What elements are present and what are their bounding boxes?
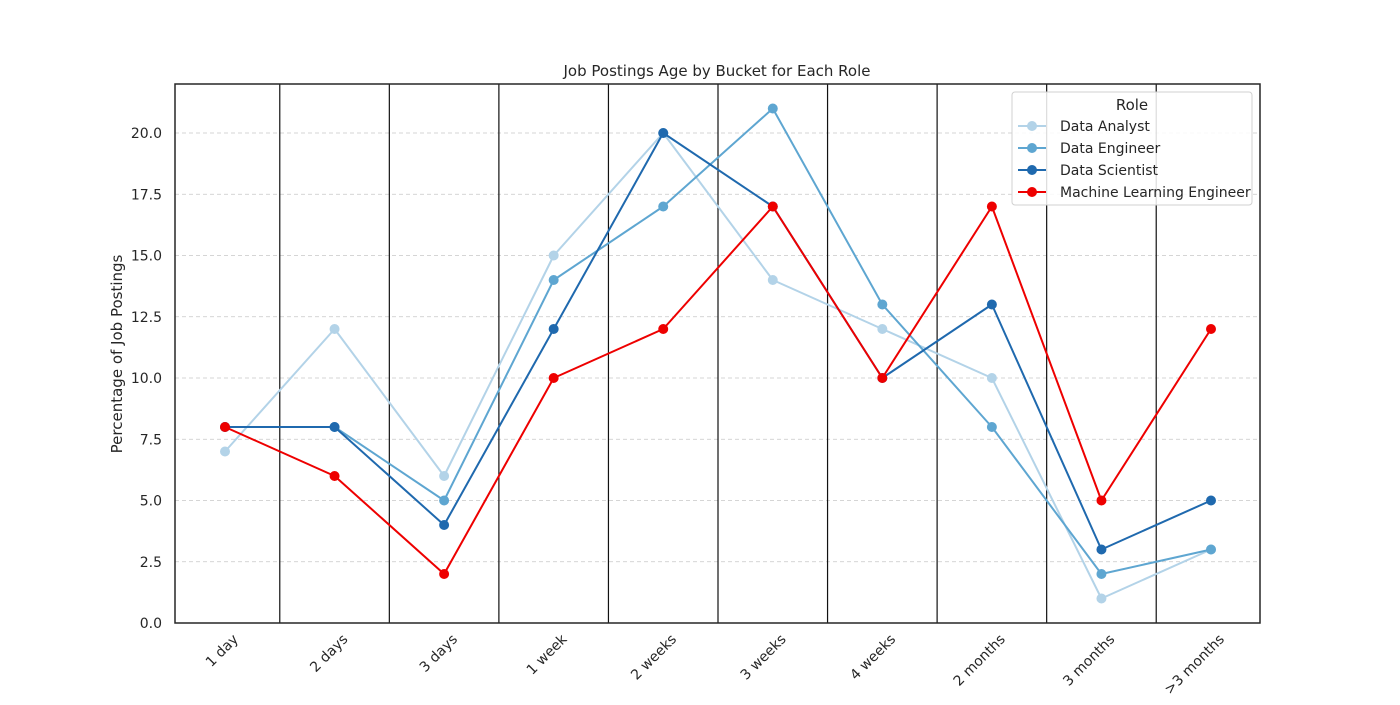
data-point: [767, 275, 778, 285]
data-point: [877, 299, 888, 310]
y-tick-label: 2.5: [140, 555, 162, 571]
data-point: [1096, 544, 1107, 555]
data-point: [548, 373, 559, 383]
data-point: [548, 324, 559, 334]
data-point: [767, 201, 778, 212]
chart-title: Job Postings Age by Bucket for Each Role: [563, 62, 871, 80]
y-tick-label: 17.5: [131, 187, 162, 203]
legend-entry: Data Scientist: [1060, 163, 1159, 179]
data-point: [1206, 544, 1216, 555]
data-point: [1206, 495, 1216, 506]
data-point: [986, 422, 997, 432]
data-point: [439, 569, 450, 579]
y-tick-labels: 0.0 2.5 5.0 7.5 10.0 12.5 15.0 17.5 20.0: [131, 126, 162, 632]
y-axis-label: Percentage of Job Postings: [108, 254, 126, 453]
data-point: [986, 373, 997, 383]
legend-entry: Data Engineer: [1060, 141, 1160, 157]
data-point: [877, 373, 888, 383]
legend-entry: Data Analyst: [1060, 119, 1150, 135]
x-tick-label: 2 days: [307, 632, 351, 676]
x-tick-label: 1 week: [524, 631, 571, 678]
data-point: [986, 299, 997, 310]
y-tick-label: 0.0: [140, 616, 162, 632]
data-point: [658, 201, 669, 212]
series-line: [225, 107, 1212, 575]
data-point: [439, 471, 450, 481]
legend-swatch-marker: [1027, 187, 1037, 197]
x-tick-label: 1 day: [203, 632, 242, 671]
x-tick-labels: 1 day 2 days 3 days 1 week 2 weeks 3 weeks 4 w…: [203, 631, 1228, 698]
y-tick-label: 5.0: [140, 494, 162, 510]
plot-frame: [174, 83, 1261, 624]
series-line: [225, 132, 1212, 551]
data-point: [1096, 593, 1107, 604]
x-tick-label: 2 weeks: [628, 632, 680, 684]
data-point: [439, 495, 450, 506]
data-point: [1096, 569, 1107, 579]
data-point: [548, 275, 559, 285]
legend-swatch-marker: [1027, 165, 1037, 175]
x-tick-label: 3 days: [417, 632, 461, 676]
data-point: [1096, 495, 1107, 506]
data-point: [220, 422, 230, 432]
legend-box: [1011, 91, 1253, 206]
y-tick-label: 10.0: [131, 371, 162, 387]
x-tick-label: 3 weeks: [738, 632, 790, 684]
data-point: [439, 520, 450, 530]
data-point: [220, 446, 230, 457]
series-layer: [220, 103, 1216, 604]
y-tick-label: 12.5: [131, 310, 162, 326]
data-point: [658, 128, 669, 138]
data-point: [1206, 324, 1216, 334]
y-tick-label: 20.0: [131, 126, 162, 142]
x-tick-label: >3 months: [1161, 632, 1227, 698]
legend-swatch-marker: [1027, 121, 1037, 131]
data-point: [986, 201, 997, 212]
data-point: [329, 422, 340, 432]
series-line: [224, 205, 1212, 575]
data-point: [658, 324, 669, 334]
y-tick-label: 15.0: [131, 249, 162, 265]
data-point: [767, 103, 778, 114]
data-point: [548, 250, 559, 261]
y-tick-label: 7.5: [140, 432, 162, 448]
x-tick-label: 3 months: [1060, 632, 1118, 690]
data-point: [329, 471, 340, 481]
legend-title: Role: [1116, 96, 1148, 114]
legend-swatch-marker: [1027, 143, 1037, 153]
series-line: [224, 132, 1212, 600]
x-tick-label: 4 weeks: [847, 632, 899, 684]
legend-entry: Machine Learning Engineer: [1060, 185, 1251, 201]
series-machine-learning-engineer: [220, 201, 1216, 579]
data-point: [329, 324, 340, 334]
data-point: [877, 324, 888, 334]
legend: Role Data Analyst Data Engineer Data Scien…: [1011, 91, 1253, 206]
x-tick-label: 2 months: [951, 632, 1009, 690]
